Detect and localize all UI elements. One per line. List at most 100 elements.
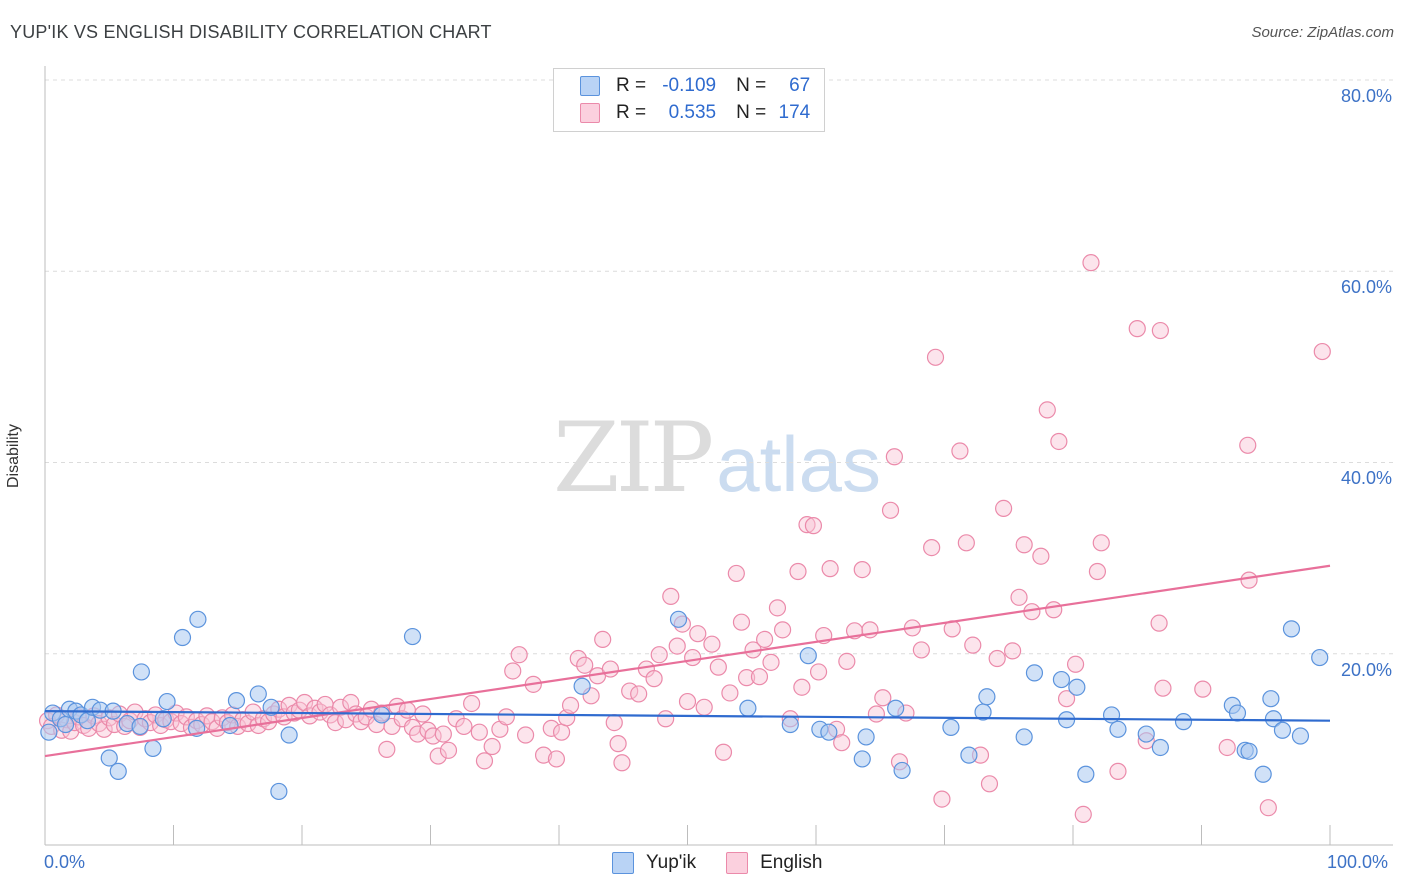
yupik-point [781,715,799,734]
yupik-point [853,750,871,768]
english-point [613,754,631,772]
yupik-point [1262,690,1280,708]
english-point [1239,436,1257,454]
english-point [809,663,828,681]
english-point [750,668,769,686]
english-point [605,713,623,732]
english-point [398,701,416,719]
english-point [798,516,816,534]
english-point [703,635,721,653]
english-trend-line [44,564,1331,758]
chart-title: YUP'IK VS ENGLISH DISABILITY CORRELATION… [10,22,492,42]
legend-swatch-english [580,103,600,123]
english-point [668,637,686,655]
watermark-zip: ZIP [553,402,714,514]
english-point [434,725,452,743]
english-point [964,636,982,654]
english-point [470,723,488,741]
legend-n-value: 174 [778,102,811,123]
english-point [1050,432,1068,451]
english-point [689,625,707,643]
yupik-point [799,647,817,665]
yupik-point [1264,710,1283,728]
yupik-point [1068,678,1086,696]
english-point [576,656,594,674]
series-legend: Yup'ik English [612,852,852,874]
english-point [1088,562,1107,581]
english-point [721,684,739,702]
english-points [38,254,1331,824]
legend-n-value: 67 [789,75,811,96]
yupik-point [1025,664,1044,682]
english-point [793,678,811,696]
english-point [534,746,553,764]
english-point [594,630,612,649]
yupik-point [669,610,688,628]
english-point [542,719,560,737]
yupik-point [109,762,127,780]
english-point [1218,738,1236,757]
yupik-point [249,685,267,703]
english-point [561,696,580,714]
english-point [738,669,756,687]
trend-lines [44,564,1331,758]
legend-swatch-yupik [580,76,600,96]
english-point [547,750,566,768]
legend-label-yupik: Yup'ik [646,852,697,873]
yupik-point [1052,670,1071,689]
english-point [424,727,442,745]
english-point [933,790,951,808]
yupik-point [56,715,75,734]
legend-swatch-english [726,852,749,874]
yupik-point [173,628,192,647]
legend-label-english: English [760,852,823,873]
english-point [1015,536,1033,554]
english-point [714,743,733,761]
yupik-point [40,723,58,741]
english-point [1313,342,1331,361]
english-point [833,734,851,752]
english-point [951,442,969,460]
english-point [429,747,447,765]
english-point [789,562,807,581]
english-point [804,517,823,535]
english-point [853,560,871,579]
watermark: ZIPatlas [553,402,881,514]
yupik-point [1254,765,1272,783]
yupik-point [1311,648,1329,667]
english-point [1092,534,1110,552]
legend-row-yupik: R = -0.109 N = 67 [580,74,810,98]
legend-item-english: English [726,852,822,874]
english-point [552,723,571,741]
x-tick-label: 0.0% [44,852,86,872]
english-point [439,741,458,759]
english-point [867,705,885,723]
yupik-point [820,723,838,741]
y-tick-label: 40.0% [1340,468,1392,488]
english-point [497,708,515,726]
yupik-point [373,706,391,724]
yupik-point [1137,725,1155,743]
english-point [980,775,999,793]
english-point [662,587,680,605]
english-point [912,641,930,659]
english-point [510,646,528,664]
english-point [881,501,900,519]
y-axis-label: Disability [5,423,22,489]
english-point [1240,571,1258,589]
english-point [684,648,702,667]
english-point [1128,320,1146,338]
legend-swatch-yupik [612,852,634,874]
legend-row-english: R = 0.535 N = 174 [580,101,810,125]
english-point [1032,547,1050,565]
english-point [1154,679,1172,697]
legend-item-yupik: Yup'ik [612,852,696,874]
yupik-trend-line [44,710,1331,722]
yupik-point [280,726,298,744]
english-point [874,689,892,707]
english-point [695,698,713,716]
yupik-point [158,692,176,711]
english-point [463,694,481,713]
english-point [483,737,501,756]
